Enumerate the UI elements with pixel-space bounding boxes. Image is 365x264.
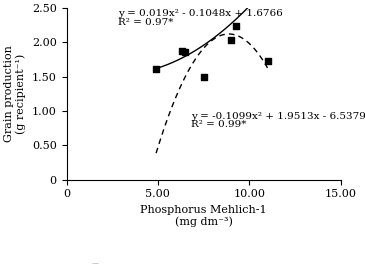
Point [228,37,234,42]
Text: y = -0.1099x² + 1.9513x - 6.5379: y = -0.1099x² + 1.9513x - 6.5379 [191,112,365,121]
Legend: Grain production-PAP  vs  P Mehlich-1-PAP: Grain production-PAP vs P Mehlich-1-PAP [81,260,326,264]
X-axis label: Phosphorus Mehlich-1
(mg dm⁻³): Phosphorus Mehlich-1 (mg dm⁻³) [140,205,267,227]
Point [179,49,185,53]
Text: y = 0.019x² - 0.1048x + 1.6766: y = 0.019x² - 0.1048x + 1.6766 [118,10,283,18]
Text: R² = 0.97*: R² = 0.97* [118,18,173,27]
Y-axis label: Grain production
(g recipient⁻¹): Grain production (g recipient⁻¹) [4,45,26,142]
Point [201,75,207,79]
Point [265,59,270,63]
Text: R² = 0.99*: R² = 0.99* [191,120,246,129]
Point [182,50,188,54]
Point [153,67,159,71]
Point [234,24,239,28]
